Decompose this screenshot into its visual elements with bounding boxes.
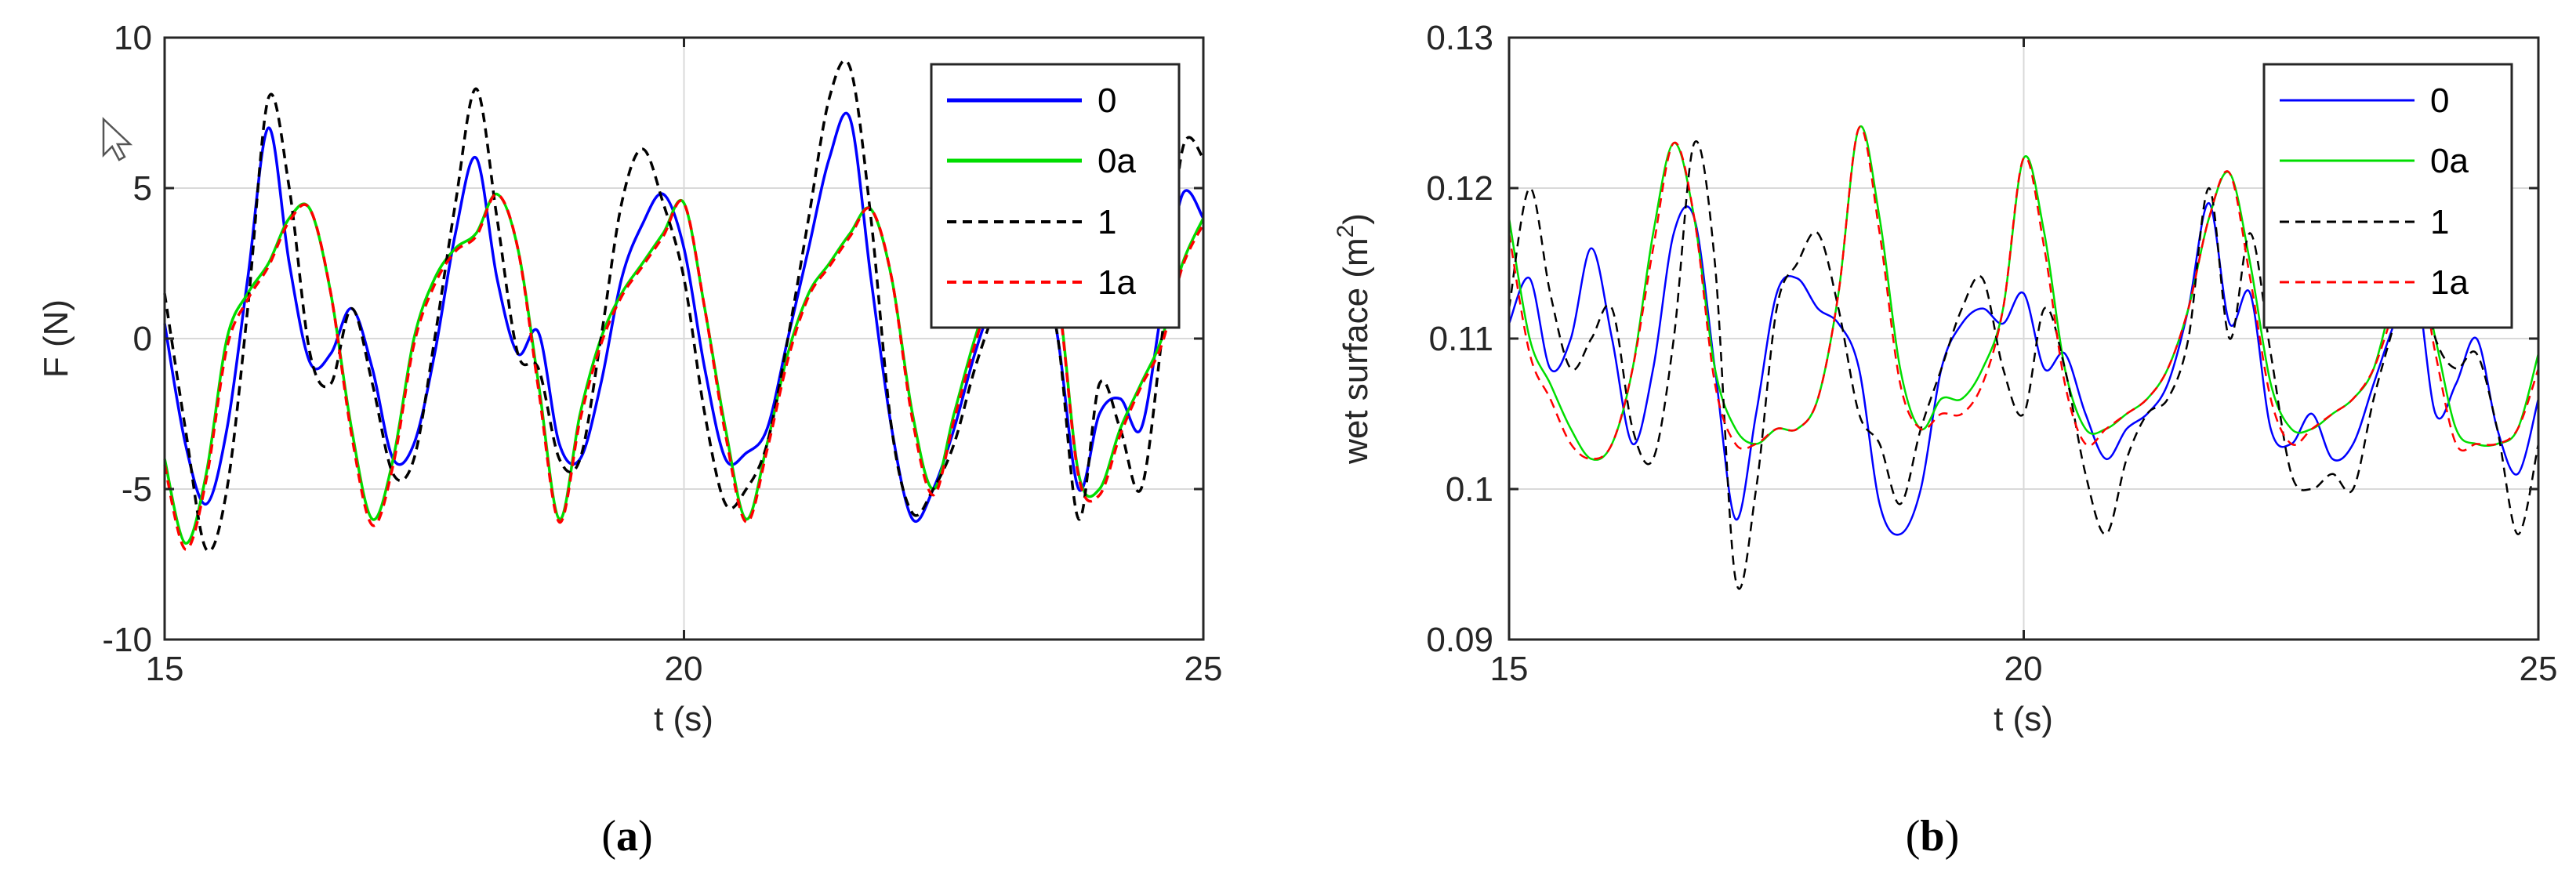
legend-label-b-3: 1a	[2430, 263, 2469, 302]
panel-a-force-chart: -10 -5 0 5 10 15 20 25 t (s) F (N) 0 0a …	[37, 19, 1222, 861]
legend-label-a-3: 1a	[1098, 263, 1136, 302]
axis-ticks-b	[1508, 36, 2540, 641]
ytick-label-b-4: 0.13	[1426, 19, 1493, 57]
ytick-label-a-2: 0	[133, 320, 152, 358]
series-lines-b	[1508, 125, 2540, 590]
ytick-label-b-1: 0.1	[1446, 470, 1493, 509]
axis-ticks-a	[163, 36, 1205, 641]
xtick-label-b-1: 20	[2005, 650, 2043, 688]
panel-b-wet-surface-chart: 0.09 0.1 0.11 0.12 0.13 15 20 25 t (s) w…	[1333, 19, 2557, 861]
ytick-label-a-1: -5	[122, 470, 152, 509]
legend-label-a-2: 1	[1098, 203, 1116, 241]
y-axis-label-a: F (N)	[37, 299, 75, 378]
xtick-label-b-0: 15	[1490, 650, 1529, 688]
x-axis-label-a: t (s)	[654, 700, 713, 738]
x-axis-label-b: t (s)	[1994, 700, 2053, 738]
xtick-label-a-1: 20	[665, 650, 703, 688]
ytick-label-a-3: 5	[133, 169, 152, 208]
legend-label-b-0: 0	[2430, 82, 2449, 120]
panel-label-a: (a)	[601, 812, 652, 861]
cursor-arrow-icon	[102, 117, 133, 161]
legend-label-a-0: 0	[1098, 82, 1116, 120]
legend-label-b-2: 1	[2430, 203, 2449, 241]
series-line-b-0	[1508, 201, 2540, 536]
legend-box-b	[2262, 63, 2513, 329]
legend-box-a	[930, 63, 1181, 329]
series-line-b-1	[1508, 140, 2540, 590]
ytick-label-a-4: 10	[114, 19, 152, 57]
ytick-label-a-0: -10	[102, 621, 152, 659]
ytick-label-b-3: 0.12	[1426, 169, 1493, 208]
legend-b: 0 0a 1 1a	[2262, 63, 2513, 329]
xtick-label-b-2: 25	[2520, 650, 2558, 688]
panel-label-b: (b)	[1906, 812, 1959, 861]
legend-label-a-1: 0a	[1098, 142, 1136, 180]
legend-label-b-1: 0a	[2430, 142, 2469, 180]
ytick-label-b-0: 0.09	[1426, 621, 1493, 659]
ytick-label-b-2: 0.11	[1429, 320, 1493, 358]
xtick-label-a-2: 25	[1185, 650, 1223, 688]
series-line-b-1a	[1508, 125, 2540, 460]
y-axis-label-b: wet surface (m2)	[1333, 213, 1375, 465]
xtick-label-a-0: 15	[146, 650, 184, 688]
legend-a: 0 0a 1 1a	[930, 63, 1181, 329]
